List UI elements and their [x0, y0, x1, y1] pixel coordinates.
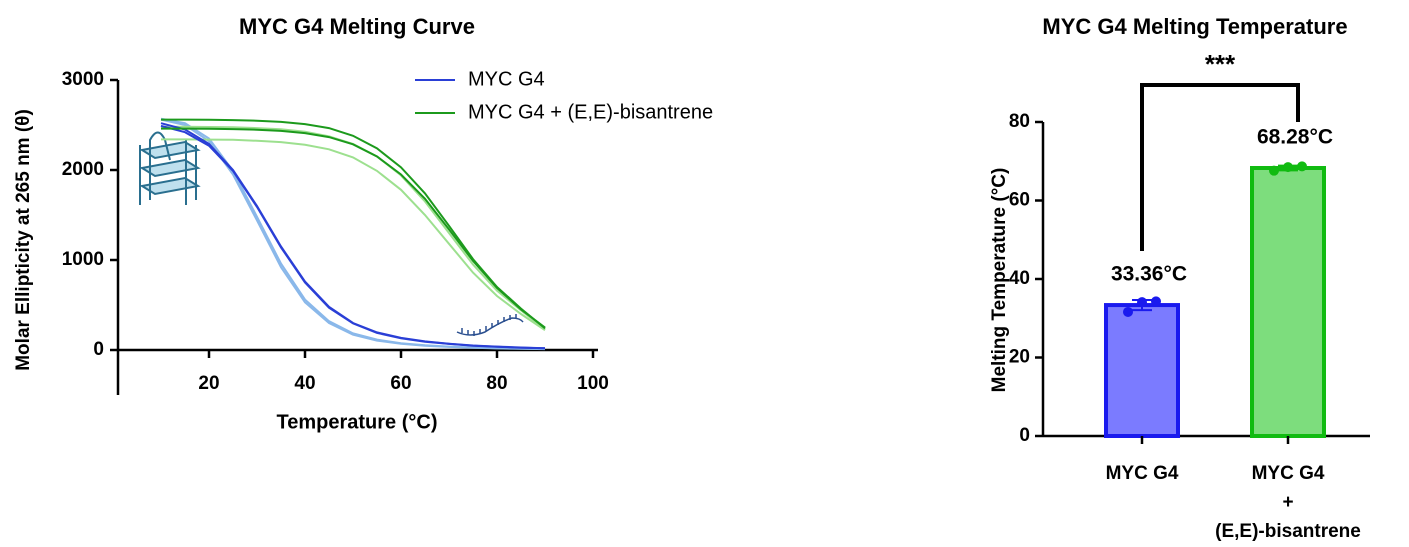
significance-bracket: [1140, 83, 1300, 252]
data-point: [1269, 165, 1279, 176]
x-axis-title: Temperature (°C): [277, 411, 438, 433]
data-point: [1151, 296, 1161, 307]
x-tick-label: MYC G4: [1106, 463, 1179, 484]
curve: [161, 138, 546, 332]
x-tick-label: 40: [294, 373, 315, 394]
chart-title: MYC G4 Melting Curve: [239, 14, 475, 39]
y-tick-label: 40: [1009, 268, 1030, 289]
legend-label: MYC G4 + (E,E)-bisantrene: [468, 101, 713, 123]
value-label: 33.36°C: [1111, 263, 1187, 286]
y-tick-label: 60: [1009, 190, 1030, 211]
curve: [160, 124, 546, 350]
y-tick-label: 2000: [62, 159, 104, 180]
data-point: [1123, 306, 1133, 317]
y-tick-label: 0: [93, 339, 104, 360]
x-tick-label: MYC G4 + (E,E)-bisantrene: [1215, 463, 1361, 542]
curve: [161, 127, 546, 329]
x-tick-label: 20: [198, 373, 219, 394]
g4-icon: [139, 131, 201, 205]
y-axis-title: Melting Temperature (°C): [989, 168, 1010, 393]
bar: [1104, 303, 1180, 439]
y-axis-title: Molar Ellipticity at 265 nm (θ): [13, 109, 34, 371]
chart-title: MYC G4 Melting Temperature: [1042, 14, 1347, 39]
data-point: [1297, 161, 1307, 172]
data-point: [1137, 297, 1147, 308]
y-tick-label: 0: [1019, 425, 1030, 446]
bar: [1250, 166, 1326, 438]
significance-label: ***: [1205, 49, 1236, 79]
x-tick-label: 60: [390, 373, 411, 394]
strand-icon: [456, 314, 524, 336]
y-tick-label: 1000: [62, 249, 104, 270]
value-label: 68.28°C: [1257, 126, 1333, 149]
y-tick-label: 3000: [62, 69, 104, 90]
y-tick-label: 20: [1009, 347, 1030, 368]
x-tick-label: 100: [577, 373, 609, 394]
y-tick-label: 80: [1009, 111, 1030, 132]
x-tick-label: 80: [486, 373, 507, 394]
data-point: [1283, 162, 1293, 173]
legend-label: MYC G4: [468, 68, 545, 90]
